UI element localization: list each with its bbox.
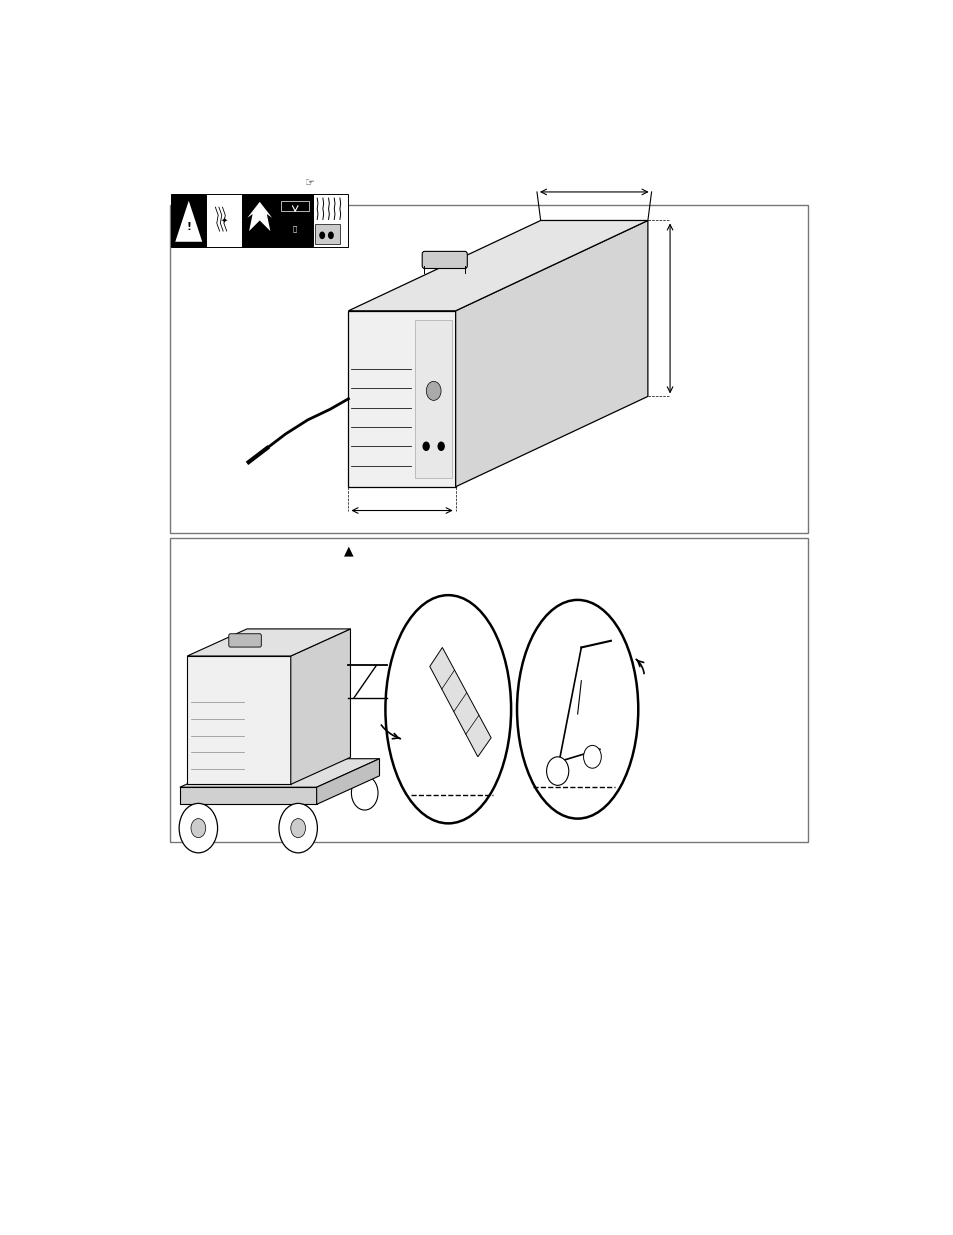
Bar [281,201,309,211]
Polygon shape [348,311,456,487]
Polygon shape [291,629,350,784]
Bar [171,194,206,247]
Bar [242,194,277,247]
Polygon shape [456,221,647,487]
Circle shape [351,776,377,810]
Circle shape [426,382,440,400]
Polygon shape [429,647,491,757]
Polygon shape [175,201,202,242]
Text: !: ! [186,222,191,232]
Polygon shape [187,656,291,784]
Circle shape [437,442,444,451]
Ellipse shape [517,600,638,819]
FancyBboxPatch shape [422,252,467,268]
Circle shape [291,819,305,837]
Polygon shape [348,221,647,311]
Circle shape [319,231,325,240]
Polygon shape [180,758,379,787]
Circle shape [179,804,217,853]
Bar [170,538,807,842]
Bar [415,320,452,478]
Ellipse shape [385,595,511,824]
Circle shape [583,746,600,768]
Polygon shape [180,787,316,804]
Circle shape [422,442,430,451]
Polygon shape [187,629,350,656]
Circle shape [191,819,206,837]
Text: ☞: ☞ [305,178,314,189]
Bar [206,194,242,247]
Circle shape [546,757,568,785]
Circle shape [328,231,334,240]
Polygon shape [316,758,379,804]
Bar [277,194,313,247]
Text: ▲: ▲ [343,545,353,558]
Circle shape [278,804,317,853]
Bar [313,194,348,247]
Text: 🏃: 🏃 [293,225,297,232]
Polygon shape [247,201,272,231]
Text: ✦: ✦ [220,216,228,225]
Bar [170,205,807,534]
FancyBboxPatch shape [229,634,261,647]
Bar [314,225,339,245]
